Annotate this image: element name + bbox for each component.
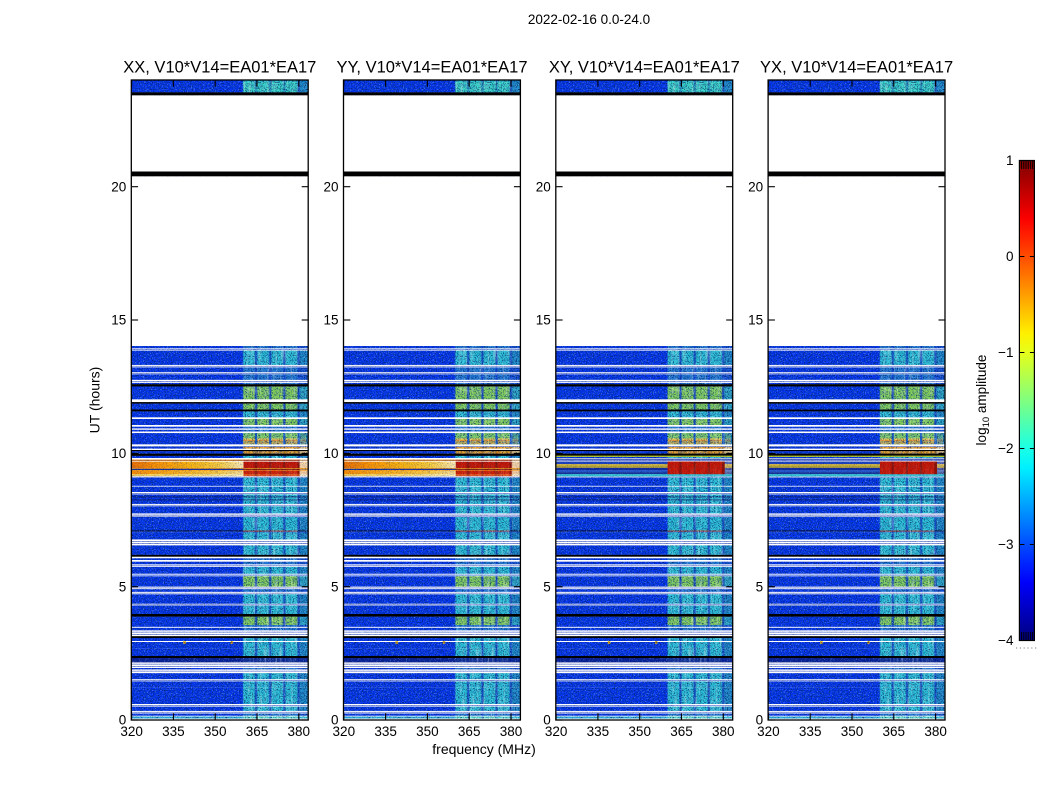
svg-text:320: 320 bbox=[333, 724, 356, 739]
svg-text:0: 0 bbox=[1006, 249, 1014, 264]
svg-text:10: 10 bbox=[536, 446, 551, 461]
svg-text:20: 20 bbox=[111, 179, 126, 194]
svg-text:0: 0 bbox=[756, 713, 764, 728]
svg-text:320: 320 bbox=[757, 724, 780, 739]
svg-text:10: 10 bbox=[323, 446, 338, 461]
svg-text:0: 0 bbox=[119, 713, 127, 728]
svg-text:2022-02-16 0.0-24.0: 2022-02-16 0.0-24.0 bbox=[528, 12, 650, 27]
svg-text:380: 380 bbox=[500, 724, 523, 739]
svg-text:350: 350 bbox=[204, 724, 227, 739]
svg-text:380: 380 bbox=[924, 724, 947, 739]
svg-text:−4: −4 bbox=[998, 633, 1014, 648]
svg-text:5: 5 bbox=[119, 579, 127, 594]
svg-text:15: 15 bbox=[323, 313, 338, 328]
svg-text:5: 5 bbox=[331, 579, 339, 594]
svg-text:350: 350 bbox=[841, 724, 864, 739]
svg-text:XY, V10*V14=EA01*EA17: XY, V10*V14=EA01*EA17 bbox=[549, 59, 740, 77]
svg-text:365: 365 bbox=[670, 724, 693, 739]
svg-text:365: 365 bbox=[246, 724, 269, 739]
svg-text:335: 335 bbox=[162, 724, 185, 739]
svg-text:20: 20 bbox=[748, 179, 763, 194]
svg-text:1: 1 bbox=[1006, 153, 1014, 168]
svg-text:320: 320 bbox=[120, 724, 143, 739]
svg-text:20: 20 bbox=[536, 179, 551, 194]
svg-text:5: 5 bbox=[756, 579, 764, 594]
svg-text:335: 335 bbox=[799, 724, 822, 739]
svg-text:10: 10 bbox=[748, 446, 763, 461]
svg-text:XX, V10*V14=EA01*EA17: XX, V10*V14=EA01*EA17 bbox=[123, 59, 316, 77]
svg-text:UT (hours): UT (hours) bbox=[87, 367, 103, 434]
svg-text:15: 15 bbox=[748, 313, 763, 328]
svg-text:15: 15 bbox=[536, 313, 551, 328]
svg-text:350: 350 bbox=[628, 724, 651, 739]
svg-text:380: 380 bbox=[288, 724, 311, 739]
svg-text:−2: −2 bbox=[998, 441, 1013, 456]
svg-text:0: 0 bbox=[331, 713, 339, 728]
svg-text:YY, V10*V14=EA01*EA17: YY, V10*V14=EA01*EA17 bbox=[337, 59, 528, 77]
svg-text:YX, V10*V14=EA01*EA17: YX, V10*V14=EA01*EA17 bbox=[760, 59, 953, 77]
svg-text:15: 15 bbox=[111, 313, 126, 328]
svg-text:365: 365 bbox=[883, 724, 906, 739]
svg-text:frequency (MHz): frequency (MHz) bbox=[432, 741, 535, 757]
svg-text:350: 350 bbox=[416, 724, 439, 739]
svg-text:320: 320 bbox=[545, 724, 568, 739]
svg-text:−1: −1 bbox=[998, 345, 1013, 360]
svg-text:335: 335 bbox=[374, 724, 397, 739]
svg-text:335: 335 bbox=[587, 724, 610, 739]
svg-text:5: 5 bbox=[543, 579, 551, 594]
svg-text:380: 380 bbox=[712, 724, 735, 739]
svg-text:0: 0 bbox=[543, 713, 551, 728]
svg-text:20: 20 bbox=[323, 179, 338, 194]
svg-text:10: 10 bbox=[111, 446, 126, 461]
svg-text:365: 365 bbox=[458, 724, 481, 739]
svg-text:−3: −3 bbox=[998, 537, 1013, 552]
